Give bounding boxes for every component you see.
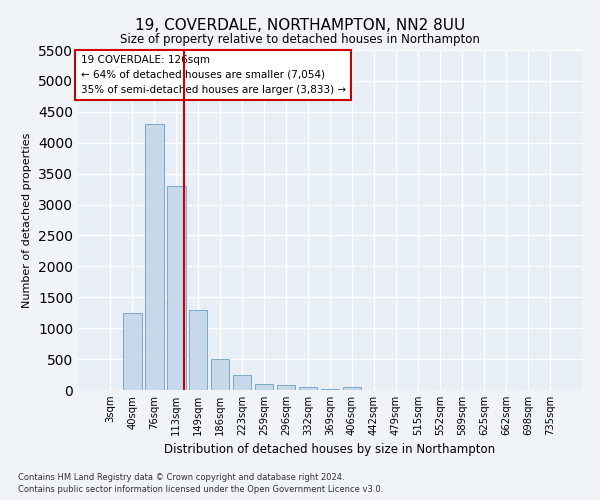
Bar — [211, 359, 229, 390]
Bar — [123, 312, 142, 390]
Y-axis label: Number of detached properties: Number of detached properties — [22, 132, 32, 308]
Text: 19 COVERDALE: 126sqm
← 64% of detached houses are smaller (7,054)
35% of semi-de: 19 COVERDALE: 126sqm ← 64% of detached h… — [80, 55, 346, 94]
Bar — [255, 384, 274, 390]
Text: Distribution of detached houses by size in Northampton: Distribution of detached houses by size … — [164, 442, 496, 456]
Bar — [233, 374, 251, 390]
Bar — [277, 385, 295, 390]
Text: Size of property relative to detached houses in Northampton: Size of property relative to detached ho… — [120, 32, 480, 46]
Text: 19, COVERDALE, NORTHAMPTON, NN2 8UU: 19, COVERDALE, NORTHAMPTON, NN2 8UU — [135, 18, 465, 32]
Bar — [299, 387, 317, 390]
Text: Contains public sector information licensed under the Open Government Licence v3: Contains public sector information licen… — [18, 485, 383, 494]
Bar — [189, 310, 208, 390]
Bar — [145, 124, 164, 390]
Bar — [167, 186, 185, 390]
Bar — [343, 387, 361, 390]
Text: Contains HM Land Registry data © Crown copyright and database right 2024.: Contains HM Land Registry data © Crown c… — [18, 472, 344, 482]
